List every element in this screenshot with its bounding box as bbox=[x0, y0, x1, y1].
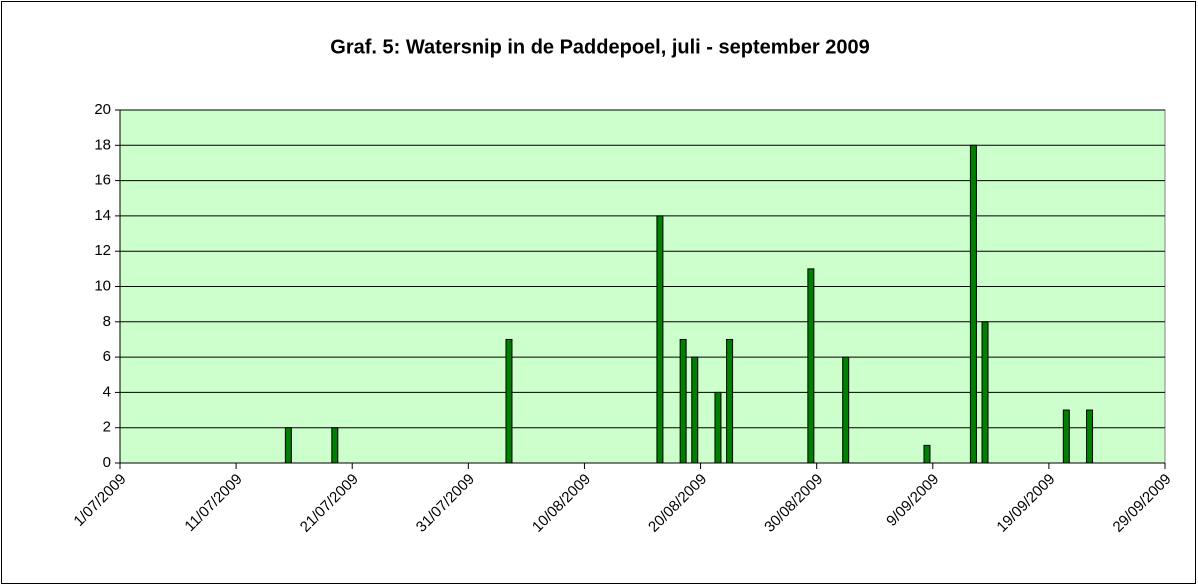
y-tick-label: 12 bbox=[94, 242, 111, 259]
y-tick-label: 16 bbox=[94, 172, 111, 189]
bar bbox=[331, 427, 339, 464]
bar bbox=[923, 444, 931, 464]
y-tick-label: 4 bbox=[103, 383, 111, 400]
y-tick-label: 6 bbox=[103, 348, 111, 365]
bar bbox=[679, 338, 687, 464]
y-tick-label: 14 bbox=[94, 207, 111, 224]
bar bbox=[284, 427, 292, 464]
bar bbox=[714, 391, 722, 464]
bar bbox=[656, 215, 664, 464]
y-tick-label: 0 bbox=[103, 454, 111, 471]
bar bbox=[691, 356, 699, 464]
y-tick-label: 18 bbox=[94, 136, 111, 153]
y-tick-label: 10 bbox=[94, 277, 111, 294]
y-tick-label: 2 bbox=[103, 419, 111, 436]
y-tick-label: 8 bbox=[103, 313, 111, 330]
bar bbox=[1062, 409, 1070, 464]
bar bbox=[807, 268, 815, 464]
bar bbox=[842, 356, 850, 464]
bar bbox=[505, 338, 513, 464]
y-tick-label: 20 bbox=[94, 101, 111, 118]
bar bbox=[969, 144, 977, 464]
bar bbox=[1086, 409, 1094, 464]
bar bbox=[981, 321, 989, 464]
chart-title: Graf. 5: Watersnip in de Paddepoel, juli… bbox=[330, 36, 869, 58]
bar bbox=[726, 338, 734, 464]
